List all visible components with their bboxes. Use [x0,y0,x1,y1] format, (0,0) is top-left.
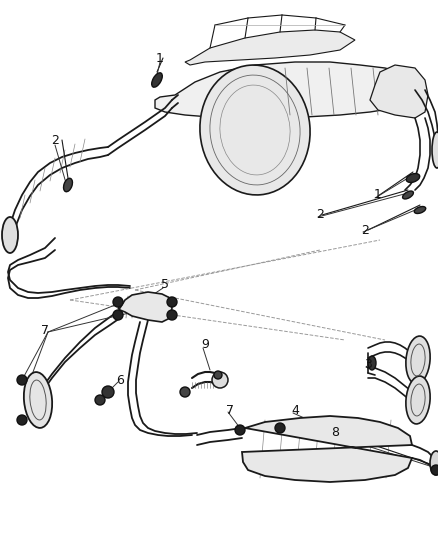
Ellipse shape [235,425,245,435]
Text: 4: 4 [291,403,299,416]
Ellipse shape [113,297,123,307]
Ellipse shape [17,415,27,425]
Text: 1: 1 [156,52,164,64]
Text: 9: 9 [201,338,209,351]
Text: 7: 7 [226,403,234,416]
Text: 5: 5 [161,279,169,292]
Ellipse shape [180,387,190,397]
Polygon shape [155,62,415,118]
Ellipse shape [152,73,162,87]
Polygon shape [185,30,355,65]
Text: 2: 2 [51,133,59,147]
Text: 7: 7 [41,324,49,336]
Ellipse shape [17,375,27,385]
Ellipse shape [368,356,376,370]
Ellipse shape [212,372,228,388]
Ellipse shape [431,465,438,475]
Ellipse shape [64,178,72,192]
Ellipse shape [113,310,123,320]
Ellipse shape [167,310,177,320]
Ellipse shape [102,386,114,398]
Text: 2: 2 [361,223,369,237]
Ellipse shape [403,191,413,199]
Ellipse shape [414,206,426,214]
Text: 6: 6 [116,374,124,386]
Text: 8: 8 [331,425,339,439]
Text: 1: 1 [374,189,382,201]
Ellipse shape [214,371,222,379]
Polygon shape [242,416,412,482]
Ellipse shape [275,423,285,433]
Ellipse shape [406,376,430,424]
Ellipse shape [2,217,18,253]
Ellipse shape [95,395,105,405]
Ellipse shape [200,65,310,195]
Ellipse shape [167,297,177,307]
Ellipse shape [406,174,420,182]
Ellipse shape [406,336,430,384]
Ellipse shape [430,451,438,475]
Text: 2: 2 [316,208,324,222]
Polygon shape [118,292,172,322]
Ellipse shape [432,132,438,168]
Text: 3: 3 [364,359,372,372]
Polygon shape [370,65,428,118]
Ellipse shape [24,372,52,428]
